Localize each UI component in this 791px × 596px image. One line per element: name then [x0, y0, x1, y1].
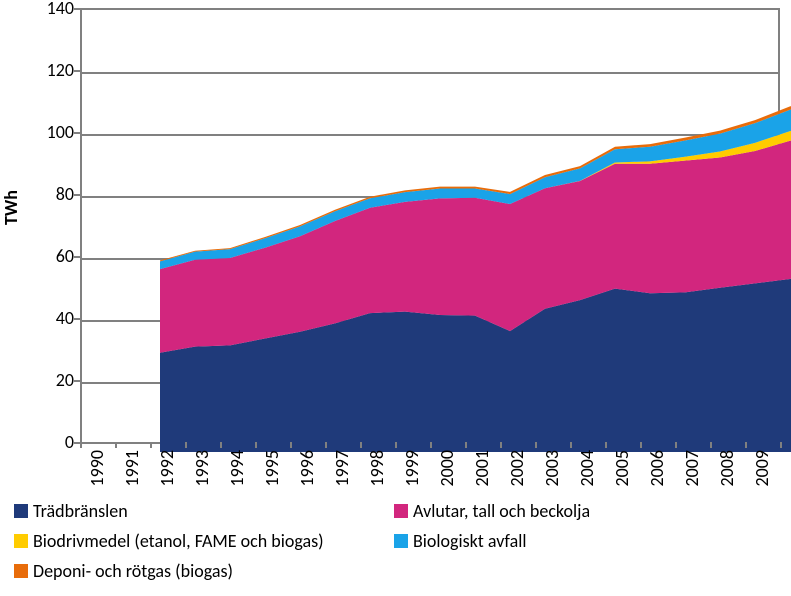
x-tick-mark [640, 442, 642, 448]
y-tick-mark [74, 380, 80, 382]
y-tick-mark [74, 70, 80, 72]
legend-row: Deponi- och rötgas (biogas) [14, 560, 774, 582]
legend-swatch [394, 534, 408, 548]
legend-label: Avlutar, tall och beckolja [413, 500, 590, 522]
x-tick-label: 1994 [226, 450, 248, 492]
x-tick-mark [605, 442, 607, 448]
legend-item: Avlutar, tall och beckolja [394, 500, 774, 522]
x-tick-label: 1995 [261, 450, 283, 492]
x-tick-label: 2003 [541, 450, 563, 492]
x-tick-label: 2006 [646, 450, 668, 492]
x-tick-label: 1998 [366, 450, 388, 492]
legend-swatch [14, 564, 28, 578]
y-tick-label: 40 [28, 307, 74, 329]
x-tick-label: 2004 [576, 450, 598, 492]
x-tick-label: 1991 [121, 450, 143, 492]
x-tick-mark [745, 442, 747, 448]
x-tick-label: 2008 [716, 450, 738, 492]
y-tick-label: 140 [28, 0, 74, 19]
plot-area [80, 8, 780, 442]
y-tick-label: 80 [28, 183, 74, 205]
legend-item: Trädbränslen [14, 500, 394, 522]
y-tick-mark [74, 318, 80, 320]
y-tick-mark [74, 256, 80, 258]
x-tick-mark [430, 442, 432, 448]
x-tick-label: 1997 [331, 450, 353, 492]
x-tick-mark [710, 442, 712, 448]
y-tick-label: 120 [28, 59, 74, 81]
x-tick-mark [780, 442, 782, 448]
y-tick-label: 100 [28, 121, 74, 143]
y-tick-label: 20 [28, 369, 74, 391]
legend-label: Biodrivmedel (etanol, FAME och biogas) [33, 530, 324, 552]
legend-row: Trädbränslen Avlutar, tall och beckolja [14, 500, 774, 522]
x-tick-mark [535, 442, 537, 448]
x-tick-label: 1996 [296, 450, 318, 492]
legend-item: Deponi- och rötgas (biogas) [14, 560, 394, 582]
x-tick-label: 2000 [436, 450, 458, 492]
legend-label: Biologiskt avfall [413, 530, 526, 552]
y-tick-mark [74, 132, 80, 134]
x-tick-label: 1999 [401, 450, 423, 492]
x-tick-mark [80, 442, 82, 448]
legend-swatch [394, 504, 408, 518]
x-tick-label: 2007 [681, 450, 703, 492]
x-tick-label: 1993 [191, 450, 213, 492]
x-tick-label: 2010 [786, 450, 791, 492]
x-tick-label: 1992 [156, 450, 178, 492]
x-tick-mark [185, 442, 187, 448]
x-tick-mark [115, 442, 117, 448]
x-tick-mark [395, 442, 397, 448]
x-tick-mark [290, 442, 292, 448]
area-series-svg [160, 18, 791, 452]
x-tick-mark [150, 442, 152, 448]
x-tick-mark [465, 442, 467, 448]
y-tick-label: 0 [28, 431, 74, 453]
legend: Trädbränslen Avlutar, tall och beckolja Bi… [14, 500, 774, 590]
y-axis-title: TWh [0, 190, 22, 225]
legend-label: Trädbränslen [33, 500, 128, 522]
legend-row: Biodrivmedel (etanol, FAME och biogas) Bi… [14, 530, 774, 552]
y-tick-label: 60 [28, 245, 74, 267]
x-tick-label: 2005 [611, 450, 633, 492]
x-tick-mark [360, 442, 362, 448]
x-tick-label: 2001 [471, 450, 493, 492]
y-tick-mark [74, 194, 80, 196]
x-tick-mark [255, 442, 257, 448]
x-tick-label: 2009 [751, 450, 773, 492]
legend-item: Biologiskt avfall [394, 530, 774, 552]
x-tick-mark [220, 442, 222, 448]
legend-swatch [14, 504, 28, 518]
legend-label: Deponi- och rötgas (biogas) [33, 560, 233, 582]
x-tick-mark [500, 442, 502, 448]
x-tick-mark [570, 442, 572, 448]
x-tick-label: 2002 [506, 450, 528, 492]
legend-swatch [14, 534, 28, 548]
y-tick-mark [74, 8, 80, 10]
x-tick-mark [675, 442, 677, 448]
legend-item: Biodrivmedel (etanol, FAME och biogas) [14, 530, 394, 552]
x-tick-label: 1990 [86, 450, 108, 492]
x-tick-mark [325, 442, 327, 448]
stacked-area-chart: TWh 0 20 40 60 80 100 120 140 1990 1991 1992 1993 1… [0, 0, 791, 596]
